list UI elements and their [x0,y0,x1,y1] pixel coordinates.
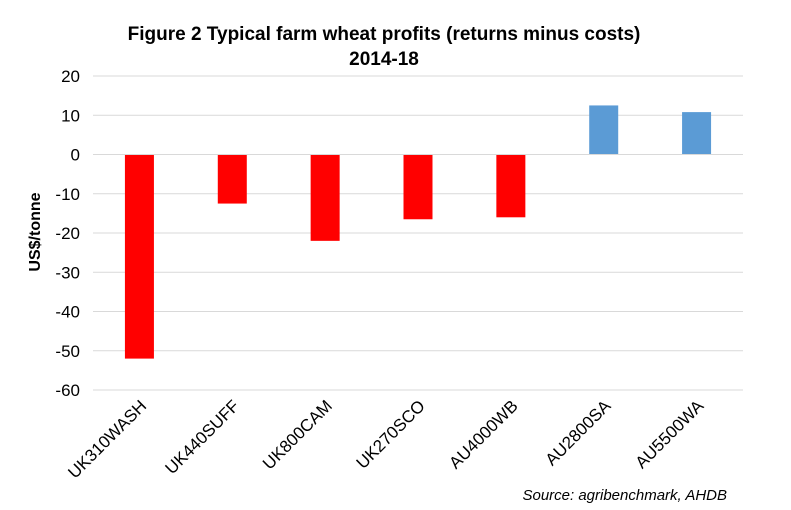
source-note: Source: agribenchmark, AHDB [522,487,727,504]
bar-uk270sco [403,154,433,220]
bars [124,105,712,359]
x-tick-label: AU5500WA [632,396,708,472]
x-tick-label: AU2800SA [542,396,615,469]
x-tick-label: UK310WASH [64,396,150,482]
y-tick-label: -30 [55,263,80,282]
x-tick-label: UK270SCO [353,396,429,472]
x-tick-label: UK800CAM [259,396,336,473]
y-tick-label: -20 [55,224,80,243]
y-tick-label: 10 [61,106,80,125]
y-tick-label: -50 [55,342,80,361]
bar-uk310wash [124,154,154,359]
chart-title: Figure 2 Typical farm wheat profits (ret… [128,24,641,45]
x-tick-label: AU4000WB [445,396,521,472]
y-tick-label: -10 [55,185,80,204]
bar-uk800cam [310,154,340,241]
bar-au5500wa [682,112,712,155]
y-tick-label: -40 [55,303,80,322]
x-tick-label: UK440SUFF [162,396,244,478]
y-axis-ticks: 20 10 0 -10 -20 -30 -40 -50 -60 [55,67,80,400]
bar-au2800sa [589,105,619,155]
y-tick-label: -60 [55,381,80,400]
y-tick-label: 0 [71,146,80,165]
y-axis-label: US$/tonne [27,192,44,271]
x-axis-ticks: UK310WASH UK440SUFF UK800CAM UK270SCO AU4000… [64,396,707,482]
chart-subtitle: 2014-18 [349,49,419,70]
bar-uk440suff [217,154,247,204]
y-tick-label: 20 [61,67,80,86]
gridlines [93,75,743,391]
bar-au4000wb [496,154,526,218]
